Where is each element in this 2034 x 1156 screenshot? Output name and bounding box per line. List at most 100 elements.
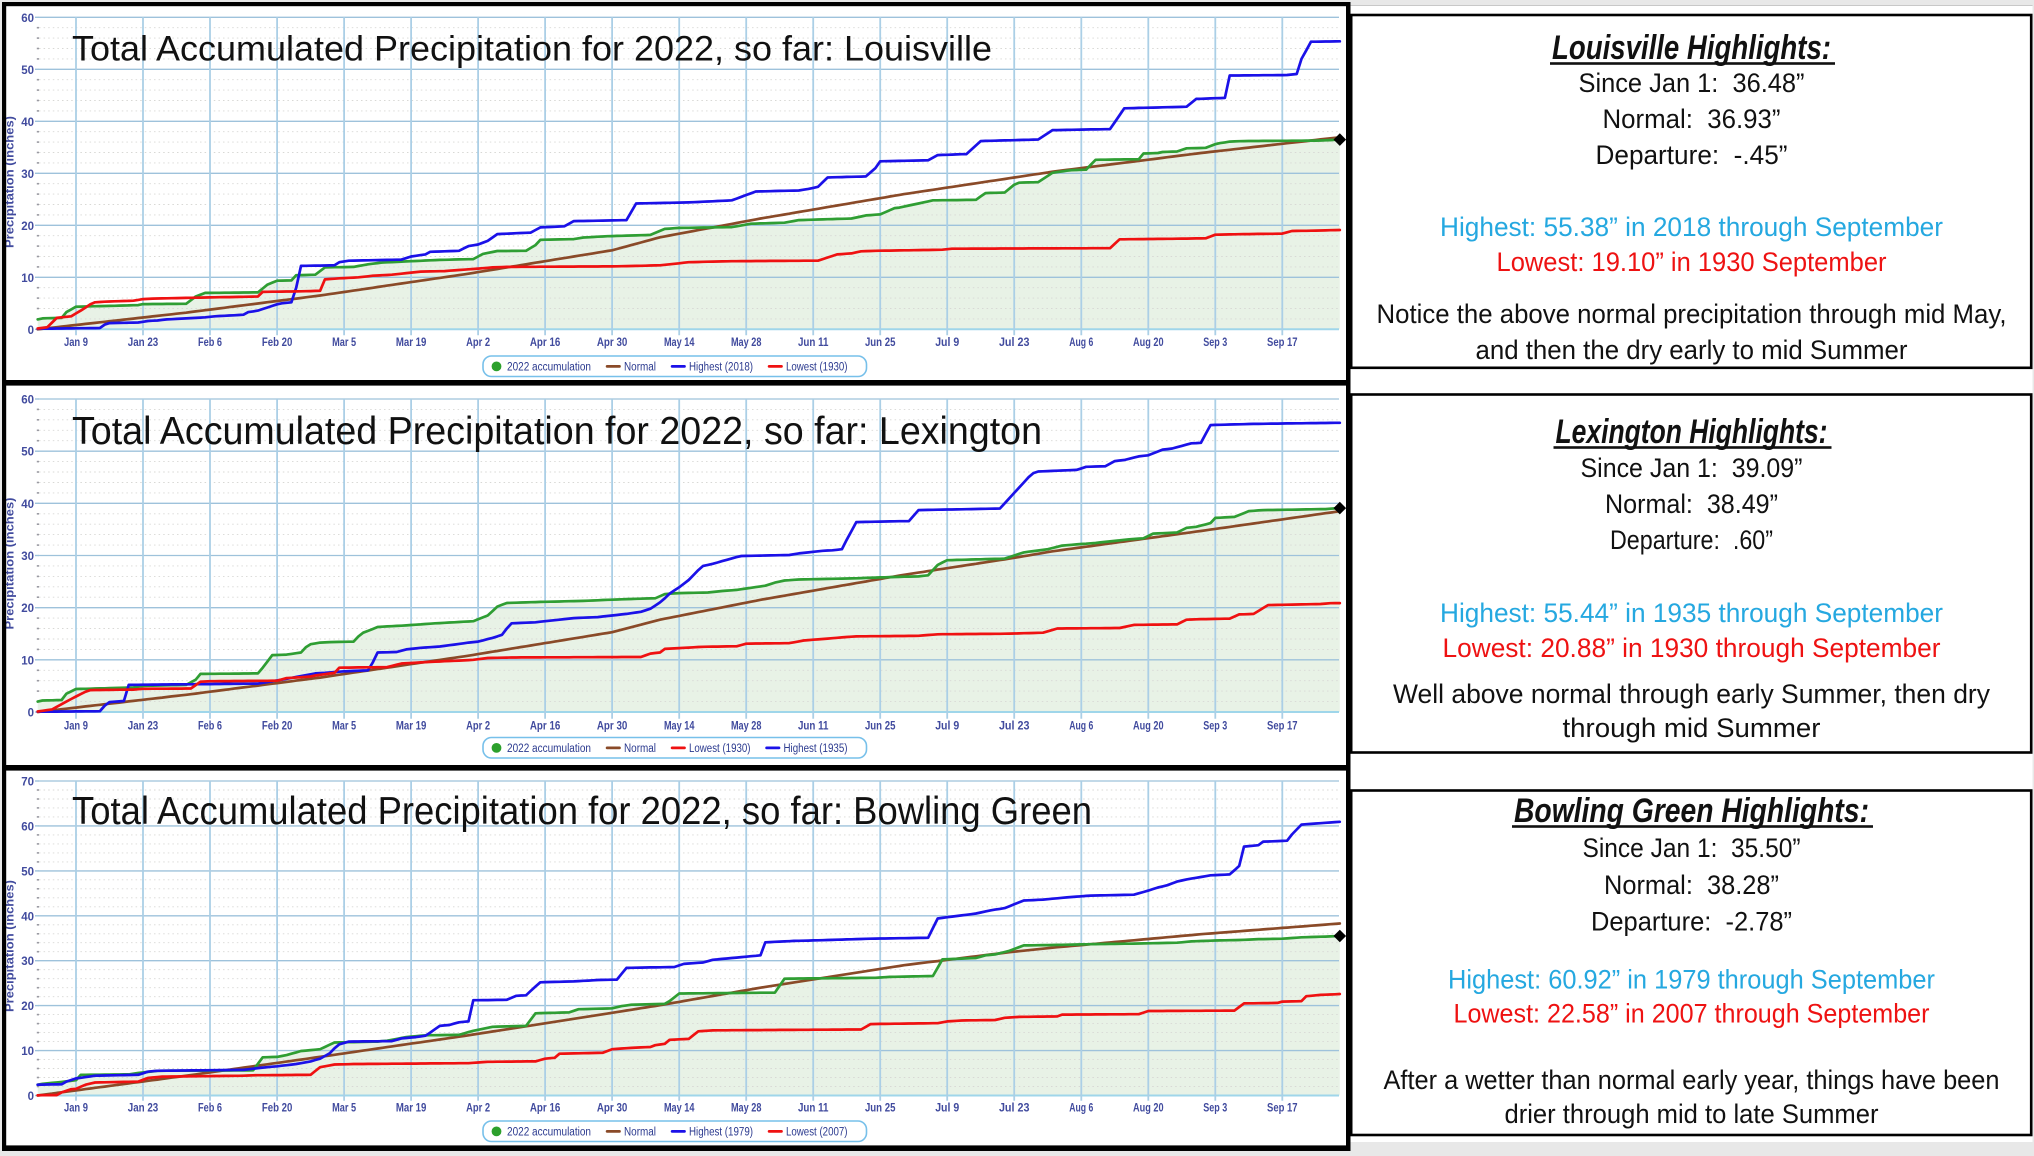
svg-text:Feb 20: Feb 20	[262, 1103, 293, 1115]
svg-text:50: 50	[21, 447, 34, 459]
svg-text:Jul 9: Jul 9	[935, 337, 959, 349]
svg-text:Normal: 36.93”: Normal: 36.93”	[1603, 104, 1781, 134]
svg-text:Sep 17: Sep 17	[1267, 721, 1298, 733]
svg-text:Departure: -2.78”: Departure: -2.78”	[1591, 907, 1792, 937]
svg-text:Jun 25: Jun 25	[865, 721, 896, 733]
svg-text:Apr 2: Apr 2	[466, 337, 490, 349]
svg-text:Since Jan 1: 39.09”: Since Jan 1: 39.09”	[1581, 453, 1803, 483]
svg-text:20: 20	[21, 603, 34, 615]
svg-text:Aug 20: Aug 20	[1133, 1103, 1164, 1115]
svg-text:Normal: Normal	[624, 743, 656, 755]
svg-text:30: 30	[21, 551, 34, 563]
svg-text:Aug 6: Aug 6	[1069, 337, 1093, 349]
svg-text:Jun 11: Jun 11	[798, 1103, 829, 1115]
svg-text:Bowling Green Highlights:: Bowling Green Highlights:	[1514, 792, 1869, 830]
svg-text:30: 30	[21, 956, 34, 968]
svg-text:Jun 25: Jun 25	[865, 337, 896, 349]
svg-text:drier through mid to late Summ: drier through mid to late Summer	[1505, 1099, 1879, 1129]
svg-text:40: 40	[21, 911, 34, 923]
svg-text:Highest (1979): Highest (1979)	[689, 1127, 753, 1139]
svg-text:Apr 30: Apr 30	[597, 721, 628, 733]
svg-text:May 28: May 28	[731, 721, 762, 733]
svg-text:Feb 6: Feb 6	[198, 337, 222, 349]
svg-text:Sep 17: Sep 17	[1267, 1103, 1298, 1115]
svg-text:Highest: 60.92” in 1979 throug: Highest: 60.92” in 1979 through Septembe…	[1448, 965, 1935, 995]
svg-text:0: 0	[28, 1091, 34, 1103]
svg-text:Departure: -.45”: Departure: -.45”	[1596, 140, 1788, 170]
svg-text:Normal: 38.28”: Normal: 38.28”	[1604, 870, 1779, 900]
svg-text:Normal: 38.49”: Normal: 38.49”	[1605, 489, 1778, 519]
svg-text:Well above normal through earl: Well above normal through early Summer, …	[1393, 679, 1991, 709]
svg-text:20: 20	[21, 221, 34, 233]
svg-text:Highest: 55.38” in 2018 throug: Highest: 55.38” in 2018 through Septembe…	[1440, 212, 1943, 242]
svg-text:and then the dry early to mid: and then the dry early to mid Summer	[1476, 335, 1908, 365]
svg-text:Aug 6: Aug 6	[1069, 721, 1093, 733]
svg-text:Lowest (1930): Lowest (1930)	[689, 743, 751, 755]
svg-text:May 14: May 14	[664, 337, 695, 349]
svg-text:May 14: May 14	[664, 721, 695, 733]
svg-text:Feb 6: Feb 6	[198, 1103, 222, 1115]
svg-text:Jan 9: Jan 9	[64, 337, 88, 349]
svg-text:Jul 9: Jul 9	[935, 721, 959, 733]
svg-text:10: 10	[21, 1046, 34, 1058]
svg-text:Mar 5: Mar 5	[332, 337, 356, 349]
svg-text:After a wetter than normal ear: After a wetter than normal early year, t…	[1384, 1065, 2000, 1095]
svg-text:0: 0	[28, 708, 34, 720]
svg-text:Aug 20: Aug 20	[1133, 337, 1164, 349]
svg-text:Total Accumulated Precipitatio: Total Accumulated Precipitation for 2022…	[72, 790, 1092, 833]
svg-text:0: 0	[28, 325, 34, 337]
svg-text:Apr 2: Apr 2	[466, 1103, 490, 1115]
svg-text:Sep 17: Sep 17	[1267, 337, 1298, 349]
svg-text:Jan 23: Jan 23	[128, 337, 159, 349]
svg-text:Total Accumulated Precipitatio: Total Accumulated Precipitation for 2022…	[72, 410, 1042, 453]
svg-text:Highest (2018): Highest (2018)	[689, 362, 753, 374]
svg-text:Lowest: 19.10” in 1930 Septemb: Lowest: 19.10” in 1930 September	[1497, 247, 1887, 277]
svg-text:10: 10	[21, 655, 34, 667]
svg-text:Normal: Normal	[624, 362, 656, 374]
svg-text:2022 accumulation: 2022 accumulation	[507, 743, 591, 755]
svg-text:Apr 16: Apr 16	[530, 1103, 561, 1115]
svg-text:Total Accumulated Precipitatio: Total Accumulated Precipitation for 2022…	[72, 29, 992, 68]
svg-text:May 14: May 14	[664, 1103, 695, 1115]
svg-text:Lowest: 22.58” in 2007 through: Lowest: 22.58” in 2007 through September	[1454, 999, 1930, 1029]
svg-text:Jan 9: Jan 9	[64, 1103, 88, 1115]
svg-text:60: 60	[21, 395, 34, 407]
svg-text:10: 10	[21, 273, 34, 285]
svg-text:Mar 19: Mar 19	[396, 337, 427, 349]
svg-text:Jun 25: Jun 25	[865, 1103, 896, 1115]
svg-text:Normal: Normal	[624, 1127, 656, 1139]
svg-text:Highest: 55.44” in 1935 throug: Highest: 55.44” in 1935 through Septembe…	[1440, 598, 1943, 628]
svg-text:through mid Summer: through mid Summer	[1563, 713, 1821, 743]
svg-text:Since Jan 1: 35.50”: Since Jan 1: 35.50”	[1583, 833, 1801, 863]
svg-text:Louisville Highlights:: Louisville Highlights:	[1552, 29, 1831, 67]
svg-text:Sep 3: Sep 3	[1203, 1103, 1227, 1115]
svg-text:Apr 2: Apr 2	[466, 721, 490, 733]
svg-text:Jun 11: Jun 11	[798, 337, 829, 349]
svg-text:50: 50	[21, 866, 34, 878]
svg-text:Jan 23: Jan 23	[128, 721, 159, 733]
svg-text:Lowest (1930): Lowest (1930)	[786, 362, 848, 374]
svg-text:Apr 16: Apr 16	[530, 721, 561, 733]
svg-text:Jan 9: Jan 9	[64, 721, 88, 733]
svg-text:30: 30	[21, 169, 34, 181]
svg-text:Notice the above normal precip: Notice the above normal precipitation th…	[1377, 299, 2007, 329]
svg-text:20: 20	[21, 1001, 34, 1013]
svg-text:Feb 6: Feb 6	[198, 721, 222, 733]
svg-text:May 28: May 28	[731, 1103, 762, 1115]
svg-text:Departure: .60”: Departure: .60”	[1610, 525, 1773, 555]
svg-text:Mar 19: Mar 19	[396, 1103, 427, 1115]
svg-text:2022 accumulation: 2022 accumulation	[507, 1127, 591, 1139]
svg-text:40: 40	[21, 499, 34, 511]
svg-text:Lexington Highlights:: Lexington Highlights:	[1556, 413, 1828, 451]
svg-text:Feb 20: Feb 20	[262, 721, 293, 733]
svg-text:Highest (1935): Highest (1935)	[784, 743, 848, 755]
svg-text:2022 accumulation: 2022 accumulation	[507, 362, 591, 374]
svg-text:Mar 19: Mar 19	[396, 721, 427, 733]
svg-text:Apr 30: Apr 30	[597, 337, 628, 349]
svg-text:Feb 20: Feb 20	[262, 337, 293, 349]
svg-text:Jul 9: Jul 9	[935, 1103, 959, 1115]
svg-text:Jul 23: Jul 23	[999, 1103, 1030, 1115]
svg-text:50: 50	[21, 65, 34, 77]
svg-text:Aug 20: Aug 20	[1133, 721, 1164, 733]
svg-text:40: 40	[21, 117, 34, 129]
